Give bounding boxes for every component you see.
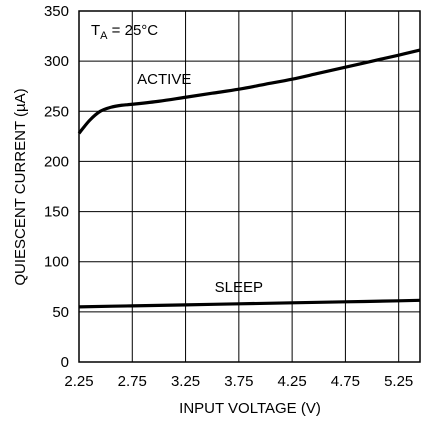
series-label-sleep: SLEEP xyxy=(215,279,263,296)
y-tick-label: 300 xyxy=(44,53,69,70)
y-tick-label: 100 xyxy=(44,254,69,271)
y-tick-label: 250 xyxy=(44,103,69,120)
x-tick-label: 2.75 xyxy=(118,373,147,390)
series-line-active xyxy=(77,48,421,135)
grid xyxy=(79,11,420,362)
x-axis-title: INPUT VOLTAGE (V) xyxy=(179,400,321,417)
y-tick-label: 150 xyxy=(44,204,69,221)
x-tick-label: 2.25 xyxy=(64,373,93,390)
y-tick-label: 50 xyxy=(52,304,69,321)
condition-label: TA = 25°C xyxy=(91,22,158,42)
condition-label-sub: A xyxy=(100,30,108,42)
labels: 0 50 100 150 200 250 300 350 2.25 2.75 3.25 3.75 4.2… xyxy=(44,3,413,390)
x-tick-label: 3.25 xyxy=(171,373,200,390)
x-tick-label: 5.25 xyxy=(384,373,413,390)
plot-frame xyxy=(78,10,421,363)
y-tick-label: 350 xyxy=(44,3,69,20)
series-label-active: ACTIVE xyxy=(137,71,191,88)
series-line-sleep xyxy=(78,298,421,309)
series-layer xyxy=(77,48,421,309)
y-axis-title: QUIESCENT CURRENT (µA) xyxy=(12,88,29,285)
condition-label-suffix: = 25°C xyxy=(108,22,159,39)
x-tick-label: 3.75 xyxy=(224,373,253,390)
y-tick-label: 200 xyxy=(44,153,69,170)
x-tick-label: 4.25 xyxy=(278,373,307,390)
condition-label-prefix: T xyxy=(91,22,100,39)
y-tick-label: 0 xyxy=(61,354,69,371)
x-tick-label: 4.75 xyxy=(331,373,360,390)
